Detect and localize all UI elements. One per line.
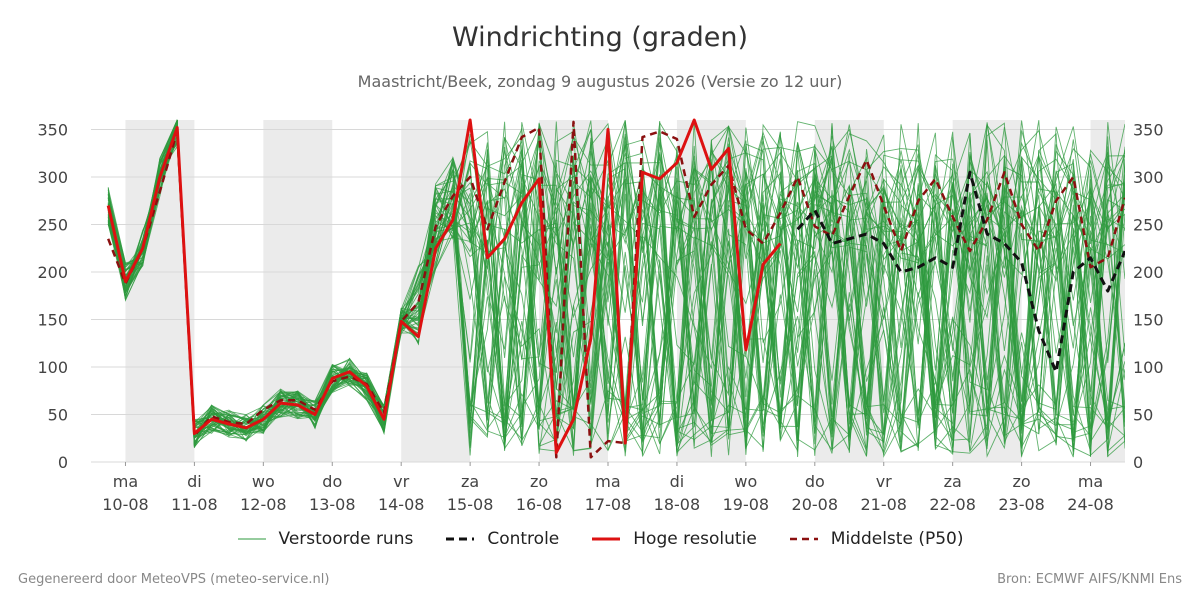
y-tick-label-right: 0 [1133,453,1143,472]
y-tick-label-left: 350 [37,121,68,140]
y-tick-label-right: 300 [1133,168,1164,187]
x-tick-day-label: di [670,472,685,491]
legend-swatch-control [446,537,475,541]
x-tick-day-label: za [461,472,479,491]
legend-label-high-res: Hoge resolutie [633,529,757,549]
x-tick-date-label: 24-08 [1067,495,1114,514]
y-tick-label-right: 100 [1133,358,1164,377]
x-tick-day-label: do [805,472,825,491]
x-tick-date-label: 12-08 [240,495,287,514]
ensemble-member-line [107,121,1125,450]
x-tick-day-label: do [322,472,342,491]
x-tick-date-label: 23-08 [998,495,1045,514]
legend-label-ensemble: Verstoorde runs [278,529,414,549]
x-tick-date-label: 15-08 [447,495,494,514]
ensemble-member-line [107,119,1125,441]
legend-item-median: Middelste (P50) [789,529,964,549]
legend-swatch-median [789,537,818,541]
y-tick-label-right: 350 [1133,121,1164,140]
y-tick-label-left: 50 [48,406,68,425]
y-tick-label-left: 100 [37,358,68,377]
legend-swatch-high-res [592,537,621,541]
y-tick-label-left: 200 [37,263,68,282]
x-tick-day-label: di [187,472,202,491]
x-tick-day-label: za [944,472,962,491]
ensemble-member-line [107,119,1125,456]
x-tick-day-label: vr [876,472,892,491]
legend-swatch-ensemble [237,538,266,540]
legend: Verstoorde runs Controle Hoge resolutie … [0,529,1200,549]
legend-item-high-res: Hoge resolutie [591,529,757,549]
y-tick-label-right: 150 [1133,311,1164,330]
x-tick-date-label: 14-08 [378,495,425,514]
series-line-middelste-p50- [107,120,1125,459]
ensemble-member-line [107,134,1125,457]
x-tick-date-label: 13-08 [309,495,356,514]
legend-label-median: Middelste (P50) [830,529,964,549]
x-tick-day-label: zo [1013,472,1031,491]
x-tick-date-label: 11-08 [171,495,218,514]
y-tick-label-left: 300 [37,168,68,187]
footer-source: Bron: ECMWF AIFS/KNMI Ens [997,572,1182,587]
ensemble-member-line [107,124,1125,452]
y-tick-label-right: 50 [1133,406,1153,425]
legend-item-ensemble: Verstoorde runs [237,529,414,549]
x-tick-date-label: 10-08 [102,495,149,514]
x-tick-day-label: wo [252,472,275,491]
x-tick-day-label: ma [1078,472,1103,491]
chart-title: Windrichting (graden) [451,22,749,53]
x-tick-date-label: 21-08 [860,495,907,514]
x-tick-day-label: ma [595,472,620,491]
ensemble-member-line [107,122,1125,455]
x-tick-day-label: vr [393,472,409,491]
x-tick-date-label: 17-08 [585,495,632,514]
chart-subtitle: Maastricht/Beek, zondag 9 augustus 2026 … [357,72,843,91]
x-tick-day-label: zo [530,472,548,491]
y-tick-label-left: 0 [58,453,68,472]
y-tick-label-right: 200 [1133,263,1164,282]
x-tick-date-label: 18-08 [654,495,701,514]
x-tick-date-label: 22-08 [929,495,976,514]
legend-item-control: Controle [445,529,559,549]
footer-generator: Gegenereerd door MeteoVPS (meteo-service… [18,572,330,587]
ensemble-member-line [107,120,1125,453]
y-tick-label-right: 250 [1133,216,1164,235]
series-line-controle [796,170,1125,374]
x-tick-day-label: wo [734,472,757,491]
series-line-hoge-resolutie [106,118,782,454]
x-tick-date-label: 16-08 [516,495,563,514]
y-tick-label-left: 250 [37,216,68,235]
y-tick-label-left: 150 [37,311,68,330]
x-tick-date-label: 19-08 [723,495,770,514]
legend-label-control: Controle [487,529,560,549]
x-tick-day-label: ma [113,472,138,491]
x-tick-date-label: 20-08 [792,495,839,514]
ensemble-member-line [107,119,1125,456]
